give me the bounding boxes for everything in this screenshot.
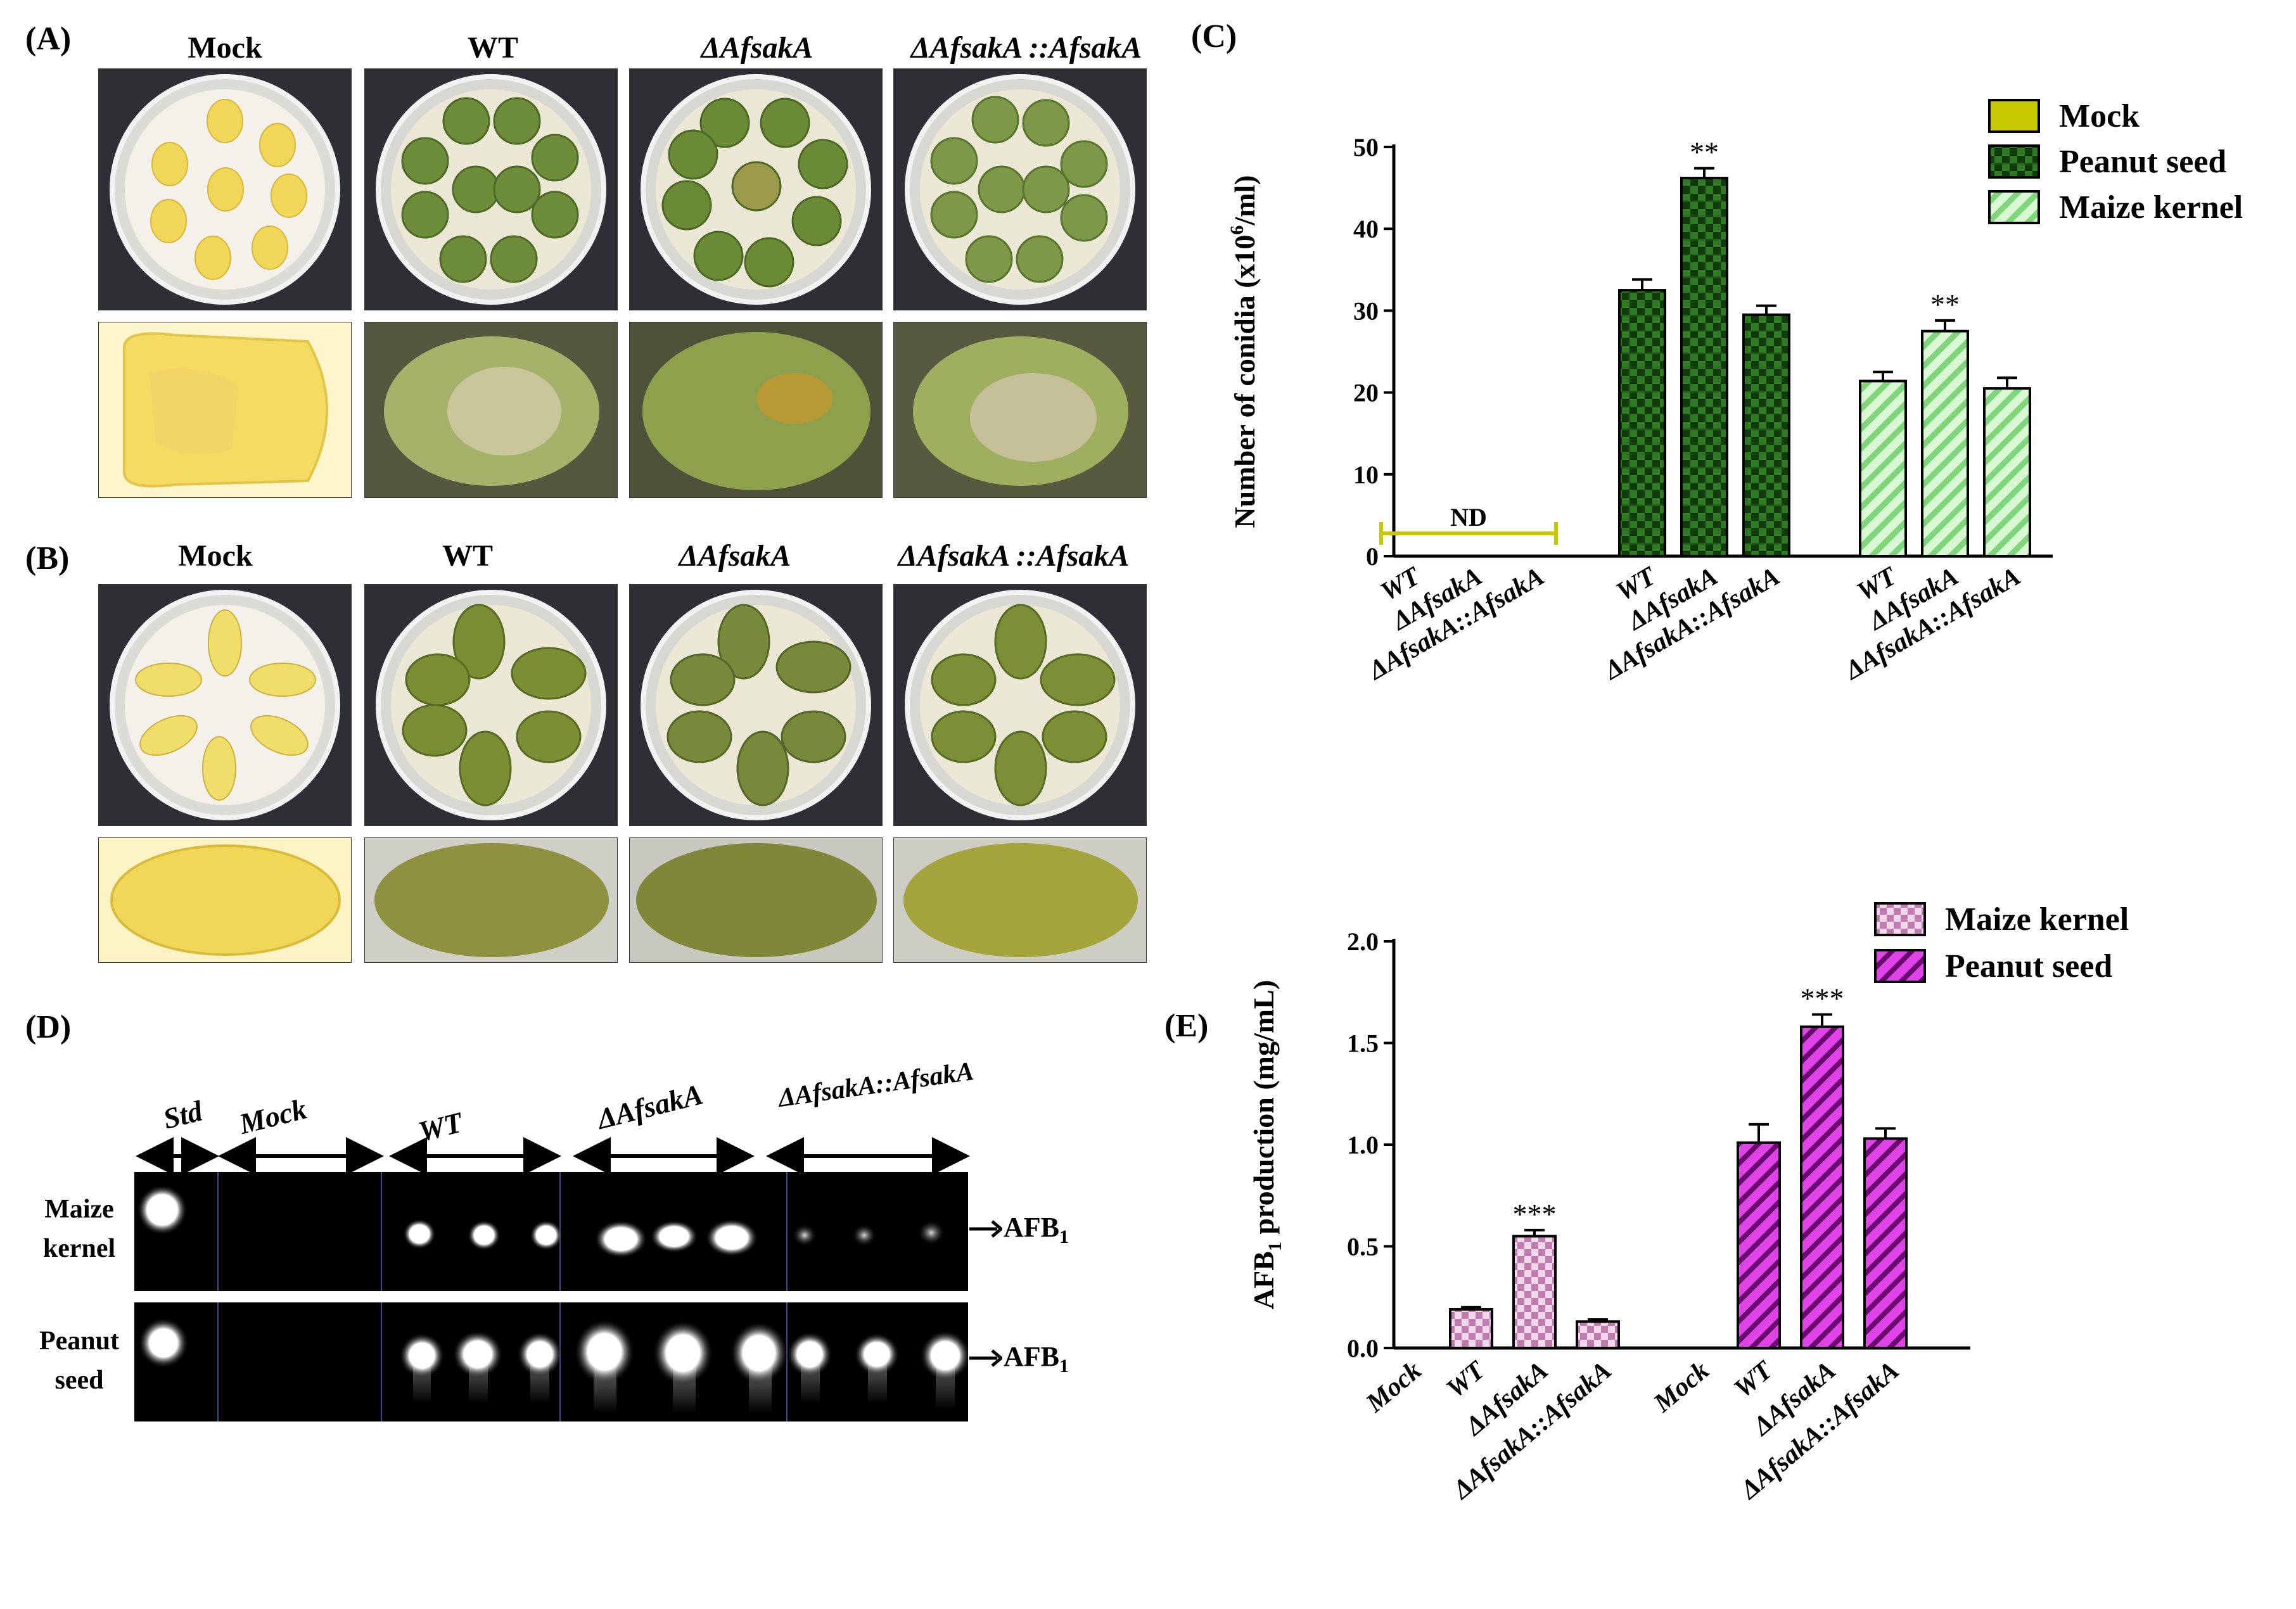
panel-e-chart: 0.0 0.5 1.0 1.5 2.0 AFB1 production (mg/mL) M… bbox=[1247, 901, 2129, 1506]
panel-a-closeup-mock bbox=[98, 322, 352, 498]
panel-d-tlc-maize bbox=[134, 1172, 968, 1291]
y-tick-label: 50 bbox=[1353, 133, 1379, 162]
bar bbox=[1983, 387, 2031, 557]
legend-swatch bbox=[1988, 144, 2040, 179]
legend-swatch bbox=[1988, 190, 2040, 224]
legend-swatch bbox=[1988, 99, 2040, 133]
panel-a-col-wt: WT bbox=[467, 31, 518, 65]
y-tick-label: 40 bbox=[1353, 215, 1379, 243]
panel-b-dish-wt bbox=[364, 584, 618, 826]
panel-b-dish-deletion bbox=[629, 584, 883, 826]
bar bbox=[1737, 1141, 1781, 1349]
bar bbox=[1863, 1137, 1908, 1349]
bar bbox=[1742, 313, 1790, 557]
panel-d-afb-maize: AFB1 bbox=[1004, 1212, 1069, 1247]
x-tick-label: WT bbox=[1441, 1355, 1492, 1404]
panel-b-col-wt: WT bbox=[442, 539, 493, 573]
panel-b-closeup-wt bbox=[364, 837, 618, 963]
bar bbox=[1921, 329, 1969, 557]
bar bbox=[1576, 1320, 1620, 1350]
y-tick-label: 1.0 bbox=[1347, 1131, 1379, 1159]
panel-b-dish-mock bbox=[98, 584, 352, 826]
panel-e-axes: 0.0 0.5 1.0 1.5 2.0 AFB1 production (mg/mL) bbox=[1247, 927, 1970, 1363]
panel-d-letter: (D) bbox=[25, 1009, 72, 1045]
bar bbox=[1618, 289, 1666, 557]
y-tick-label: 0.0 bbox=[1347, 1334, 1379, 1363]
y-tick-label: 10 bbox=[1353, 461, 1379, 489]
panel-b-col-complement: ΔAfsakA ::AfsakA bbox=[898, 539, 1130, 573]
x-tick-label: WT bbox=[1729, 1355, 1780, 1404]
bar bbox=[1859, 379, 1907, 557]
legend-swatch bbox=[1874, 949, 1926, 983]
nd-label: ND bbox=[1450, 503, 1487, 531]
panel-b-closeup-mock bbox=[98, 837, 352, 963]
panel-b-dish-complement bbox=[893, 584, 1147, 826]
panel-a-dish-wt bbox=[364, 68, 618, 310]
panel-a-col-deletion: ΔAfsakA bbox=[701, 31, 813, 65]
legend-label: Maize kernel bbox=[2059, 189, 2243, 226]
panel-b-col-mock: Mock bbox=[178, 539, 253, 573]
panel-d-afb-peanut: AFB1 bbox=[1004, 1341, 1069, 1377]
legend-swatch bbox=[1874, 902, 1926, 936]
panel-d-tlc-peanut bbox=[134, 1302, 971, 1421]
y-tick-label: 20 bbox=[1353, 379, 1379, 407]
significance-mark: ** bbox=[1690, 136, 1719, 169]
y-tick-label: 0 bbox=[1366, 542, 1379, 571]
panel-a-dish-complement bbox=[893, 68, 1147, 310]
bar bbox=[1680, 177, 1728, 557]
y-axis-label: AFB1 production (mg/mL) bbox=[1247, 980, 1285, 1309]
panel-d-row-peanut-label: Peanut seed bbox=[39, 1326, 119, 1395]
significance-mark: ** bbox=[1930, 288, 1960, 321]
panel-b-letter: (B) bbox=[25, 540, 70, 576]
legend-label: Peanut seed bbox=[1945, 948, 2112, 984]
panel-a-letter: (A) bbox=[25, 21, 72, 57]
y-axis-label: Number of conidia (x106/ml) bbox=[1227, 175, 1261, 528]
panel-c-bars bbox=[1379, 167, 2031, 557]
panel-a-closeup-deletion bbox=[629, 322, 883, 498]
y-tick-label: 30 bbox=[1353, 296, 1379, 325]
significance-mark: *** bbox=[1801, 983, 1844, 1015]
panel-d-afb-arrow-peanut bbox=[969, 1349, 1002, 1367]
legend-label: Maize kernel bbox=[1945, 901, 2129, 938]
legend-label: Peanut seed bbox=[2059, 144, 2226, 180]
panel-e-letter: (E) bbox=[1164, 1008, 1209, 1044]
x-tick-label: Mock bbox=[1648, 1356, 1714, 1418]
panel-d-afb-arrow-maize bbox=[969, 1220, 1002, 1238]
panel-a-dish-deletion bbox=[629, 68, 883, 310]
panel-a-col-complement: ΔAfsakA ::AfsakA bbox=[910, 31, 1142, 65]
panel-d-row-maize-label: Maize kernel bbox=[42, 1195, 116, 1263]
panel-d-lane-arrows bbox=[136, 1137, 970, 1175]
panel-a-dish-mock bbox=[98, 68, 352, 310]
panel-e-bars bbox=[1449, 1013, 1908, 1350]
panel-a-col-mock: Mock bbox=[188, 31, 262, 65]
y-tick-label: 2.0 bbox=[1347, 927, 1379, 956]
bar bbox=[1800, 1025, 1844, 1349]
significance-mark: *** bbox=[1513, 1198, 1557, 1230]
panel-b-col-deletion: ΔAfsakA bbox=[679, 539, 791, 573]
panel-a-closeup-complement bbox=[893, 322, 1147, 498]
panel-c-legend: Mock Peanut seed Maize kernel bbox=[1988, 98, 2243, 226]
x-tick-label: Mock bbox=[1360, 1356, 1427, 1418]
panel-b-closeup-deletion bbox=[629, 837, 883, 963]
y-tick-label: 1.5 bbox=[1347, 1029, 1379, 1058]
legend-label: Mock bbox=[2059, 98, 2140, 134]
panel-b-closeup-complement bbox=[893, 837, 1147, 963]
bar bbox=[1512, 1235, 1557, 1350]
panel-c-letter: (C) bbox=[1191, 18, 1237, 54]
bar bbox=[1449, 1308, 1493, 1350]
panel-e-legend: Maize kernel Peanut seed bbox=[1874, 901, 2129, 984]
panel-a-closeup-wt bbox=[364, 322, 618, 498]
y-tick-label: 0.5 bbox=[1347, 1233, 1379, 1261]
